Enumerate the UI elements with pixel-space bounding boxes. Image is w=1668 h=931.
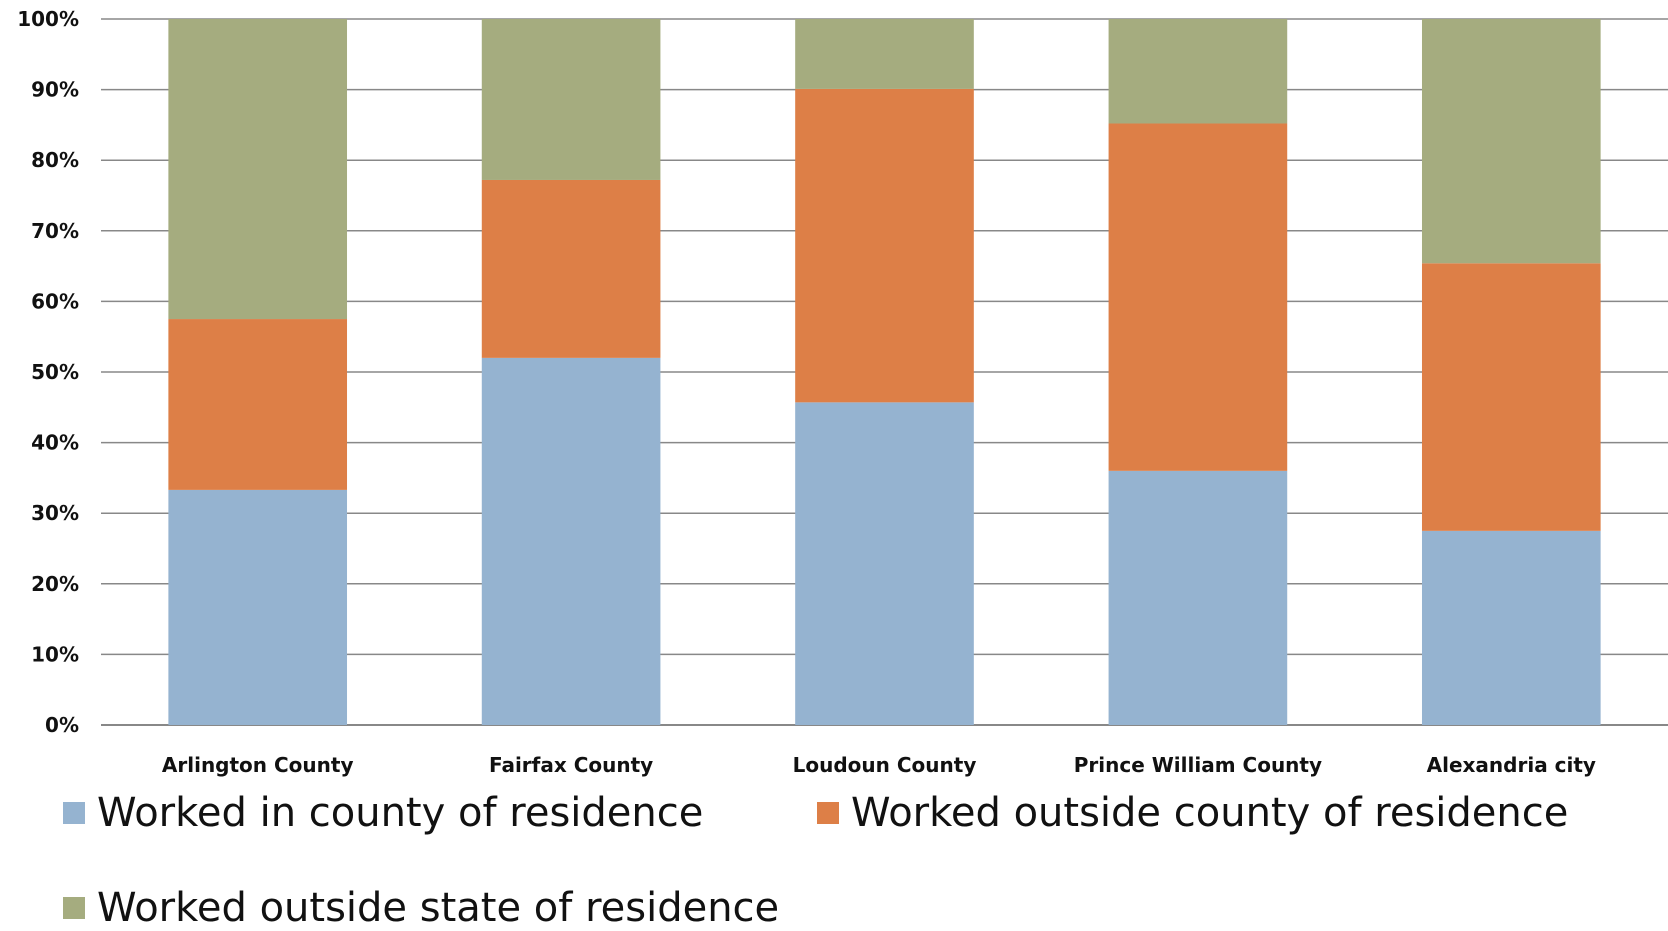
bars — [168, 19, 1601, 725]
bar-segment — [795, 402, 974, 725]
bar-segment — [1421, 263, 1601, 531]
y-tick-label: 20% — [31, 572, 79, 596]
x-tick-label: Loudoun County — [793, 753, 977, 777]
x-axis-labels: Arlington County Fairfax County Loudoun Co… — [162, 753, 1596, 777]
y-tick-label: 90% — [31, 78, 79, 102]
bar-segment — [481, 19, 661, 180]
y-tick-label: 70% — [31, 219, 79, 243]
y-tick-label: 30% — [31, 501, 79, 525]
bar-segment — [1108, 470, 1288, 725]
x-tick-label: Alexandria city — [1427, 753, 1596, 777]
y-tick-label: 60% — [31, 289, 79, 313]
bar-segment — [1108, 123, 1288, 471]
bar-segment — [168, 489, 348, 725]
x-tick-label: Arlington County — [162, 753, 354, 777]
bar-segment — [1421, 19, 1601, 264]
y-tick-label: 40% — [31, 431, 79, 455]
bar-segment — [1108, 19, 1288, 124]
y-tick-label: 0% — [45, 713, 79, 737]
y-tick-label: 100% — [17, 7, 79, 31]
bar-segment — [795, 88, 974, 403]
y-axis-ticks: 0% 10% 20% 30% 40% 50% 60% 70% 80% 90% 100% — [17, 7, 79, 737]
y-tick-label: 50% — [31, 360, 79, 384]
x-tick-label: Prince William County — [1074, 753, 1322, 777]
bar-segment — [795, 19, 974, 89]
y-tick-label: 80% — [31, 148, 79, 172]
y-tick-label: 10% — [31, 642, 79, 666]
bar-segment — [168, 19, 348, 320]
bar-segment — [1421, 530, 1601, 725]
bar-segment — [168, 319, 348, 490]
x-tick-label: Fairfax County — [489, 753, 653, 777]
bar-segment — [481, 179, 661, 358]
bar-segment — [481, 357, 661, 725]
